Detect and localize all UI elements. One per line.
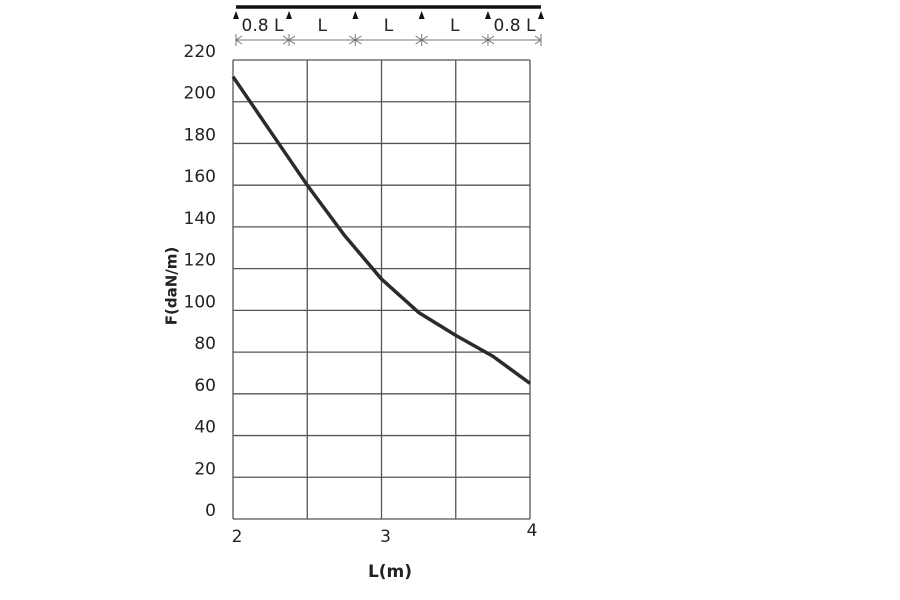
span-label: L xyxy=(384,16,394,36)
support xyxy=(484,11,491,19)
span-label: 0.8 L xyxy=(242,16,284,36)
y-tick-label: 200 xyxy=(184,84,216,104)
x-axis-label: L(m) xyxy=(368,562,412,582)
y-tick-label: 120 xyxy=(184,251,216,271)
x-tick-label: 3 xyxy=(380,527,391,547)
y-tick-label: 220 xyxy=(184,42,216,62)
y-tick-label: 180 xyxy=(184,125,216,145)
y-tick-label: 60 xyxy=(194,376,216,396)
y-axis-label: F(daN/m) xyxy=(163,247,181,325)
y-tick-label: 0 xyxy=(205,501,216,521)
y-tick-label: 20 xyxy=(194,459,216,479)
data-line xyxy=(231,75,532,385)
x-tick-label: 4 xyxy=(527,521,538,541)
support xyxy=(286,11,293,19)
y-tick-label: 140 xyxy=(184,209,216,229)
span-label: L xyxy=(450,16,460,36)
y-tick-label: 40 xyxy=(194,418,216,438)
support xyxy=(418,11,425,19)
y-tick-label: 160 xyxy=(184,167,216,187)
x-tick-label: 2 xyxy=(232,527,243,547)
y-tick-label: 80 xyxy=(194,334,216,354)
span-label: 0.8 L xyxy=(494,16,536,36)
span-label: L xyxy=(317,16,327,36)
y-tick-label: 100 xyxy=(184,292,216,312)
support xyxy=(352,11,359,19)
support xyxy=(233,11,239,19)
support xyxy=(538,11,544,19)
